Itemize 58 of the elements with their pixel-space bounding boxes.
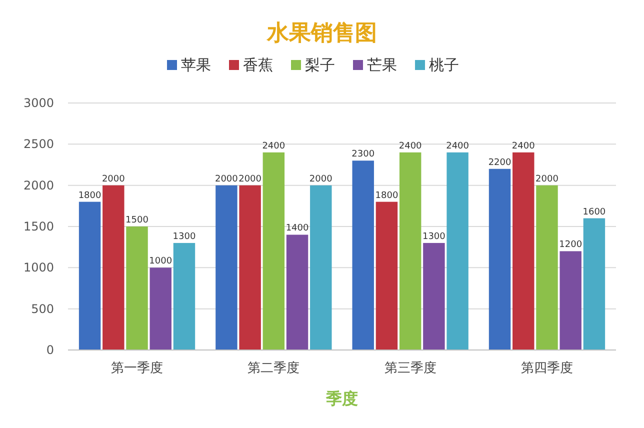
data-label: 1300: [422, 232, 446, 242]
legend-label: 梨子: [305, 56, 335, 74]
data-label: 2200: [488, 158, 512, 168]
data-label: 1800: [78, 190, 102, 201]
y-tick-label: 1500: [23, 220, 54, 234]
data-label: 2400: [398, 141, 422, 152]
data-label: 1200: [559, 240, 582, 250]
bar: [536, 185, 558, 350]
bar: [512, 152, 534, 350]
bar: [286, 234, 308, 350]
data-label: 2400: [446, 141, 470, 152]
data-label: 2000: [536, 174, 559, 184]
bar: [102, 185, 124, 350]
data-label: 2400: [262, 141, 286, 152]
y-tick-label: 3000: [23, 96, 54, 110]
x-axis-title: 季度: [325, 389, 358, 408]
legend-label: 芒果: [367, 56, 397, 74]
bar: [488, 168, 511, 350]
data-label: 2400: [512, 141, 536, 152]
data-label: 2300: [352, 150, 375, 160]
bar: [126, 226, 148, 350]
bar: [262, 152, 285, 350]
bar: [216, 185, 238, 350]
data-label: 1400: [286, 224, 310, 234]
y-tick-label: 2500: [23, 137, 54, 152]
data-label: 2000: [309, 174, 333, 184]
y-tick-label: 0: [46, 343, 54, 357]
chart-title: 水果销售图: [266, 21, 377, 46]
x-tick-label: 第一季度: [111, 360, 164, 376]
bar: [150, 268, 172, 350]
y-tick-label: 1000: [23, 260, 54, 275]
data-label: 2000: [215, 174, 238, 184]
legend-label: 香蕉: [243, 56, 273, 74]
data-label: 1500: [126, 216, 149, 226]
y-tick-label: 500: [31, 302, 54, 316]
data-label: 2000: [102, 174, 126, 184]
y-tick-label: 2000: [23, 178, 54, 192]
bar: [310, 185, 332, 350]
bar: [376, 202, 398, 350]
data-label: 2000: [238, 174, 262, 184]
bar: [423, 242, 445, 350]
bar: [583, 218, 606, 350]
bar: [560, 251, 582, 350]
data-label: 1800: [375, 190, 398, 201]
data-label: 1600: [582, 207, 606, 218]
legend-label: 桃子: [429, 56, 459, 74]
x-tick-label: 第三季度: [384, 360, 436, 376]
bar: [78, 202, 101, 350]
data-label: 1300: [172, 232, 196, 242]
x-tick-label: 第二季度: [248, 360, 300, 376]
bar: [352, 160, 374, 350]
bar: [173, 242, 196, 350]
legend-label: 苹果: [181, 56, 211, 74]
bar: [399, 152, 422, 350]
data-label: 1000: [149, 256, 172, 267]
bar: [446, 152, 468, 350]
bar: [239, 185, 261, 350]
x-tick-label: 第四季度: [520, 360, 573, 376]
